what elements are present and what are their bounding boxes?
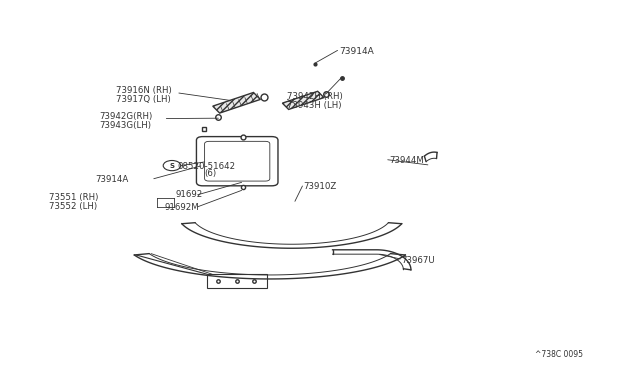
Text: 73914A: 73914A bbox=[95, 175, 129, 184]
Text: S: S bbox=[170, 163, 175, 169]
Text: 73552 (LH): 73552 (LH) bbox=[49, 202, 97, 211]
Polygon shape bbox=[212, 93, 260, 113]
Text: 73916N (RH): 73916N (RH) bbox=[116, 86, 172, 95]
FancyBboxPatch shape bbox=[196, 137, 278, 186]
Text: 73914A: 73914A bbox=[339, 46, 374, 55]
Text: 08520-51642: 08520-51642 bbox=[177, 162, 235, 171]
Text: 73943H (LH): 73943H (LH) bbox=[287, 101, 342, 110]
FancyBboxPatch shape bbox=[205, 141, 270, 181]
Text: 73917Q (LH): 73917Q (LH) bbox=[116, 95, 171, 104]
Text: 73943G(LH): 73943G(LH) bbox=[99, 121, 151, 129]
Text: 91692: 91692 bbox=[176, 190, 203, 199]
Text: 91692M: 91692M bbox=[164, 203, 199, 212]
Text: 73942G(RH): 73942G(RH) bbox=[99, 112, 152, 121]
Text: (6): (6) bbox=[204, 170, 216, 179]
Text: 73967U: 73967U bbox=[401, 256, 435, 265]
Polygon shape bbox=[282, 91, 324, 109]
Text: 73551 (RH): 73551 (RH) bbox=[49, 193, 99, 202]
Text: ^738C 0095: ^738C 0095 bbox=[534, 350, 582, 359]
Text: 73944M: 73944M bbox=[389, 156, 424, 165]
Text: 73942H (RH): 73942H (RH) bbox=[287, 92, 343, 101]
Bar bbox=[207, 274, 267, 288]
Text: 73910Z: 73910Z bbox=[304, 182, 337, 191]
